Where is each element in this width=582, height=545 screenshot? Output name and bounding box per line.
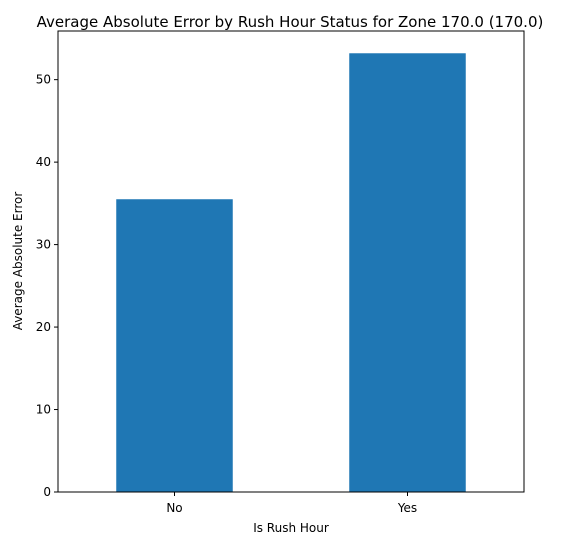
plot-area: 0 10 20 30 40 50 No Yes: [36, 30, 525, 515]
x-axis: No Yes: [166, 492, 417, 515]
y-tick-label-0: 0: [43, 485, 51, 499]
y-tick-label-50: 50: [36, 73, 51, 87]
x-tick-label-yes: Yes: [397, 501, 417, 515]
y-axis: 0 10 20 30 40 50: [36, 73, 58, 499]
chart-title: Average Absolute Error by Rush Hour Stat…: [37, 13, 544, 31]
x-axis-label: Is Rush Hour: [253, 521, 329, 535]
y-tick-label-40: 40: [36, 155, 51, 169]
y-tick-label-10: 10: [36, 403, 51, 417]
plot-frame: [57, 30, 525, 493]
bar-yes: [349, 53, 466, 493]
y-tick-label-20: 20: [36, 320, 51, 334]
bars: [116, 53, 466, 493]
bar-no: [116, 199, 233, 492]
y-tick-label-30: 30: [36, 238, 51, 252]
y-axis-label: Average Absolute Error: [11, 192, 25, 331]
x-tick-label-no: No: [166, 501, 182, 515]
